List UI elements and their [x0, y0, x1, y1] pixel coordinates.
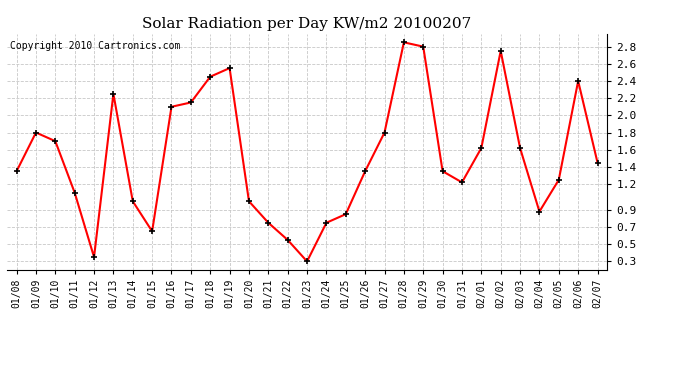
- Text: Copyright 2010 Cartronics.com: Copyright 2010 Cartronics.com: [10, 41, 180, 51]
- Title: Solar Radiation per Day KW/m2 20100207: Solar Radiation per Day KW/m2 20100207: [142, 17, 472, 31]
